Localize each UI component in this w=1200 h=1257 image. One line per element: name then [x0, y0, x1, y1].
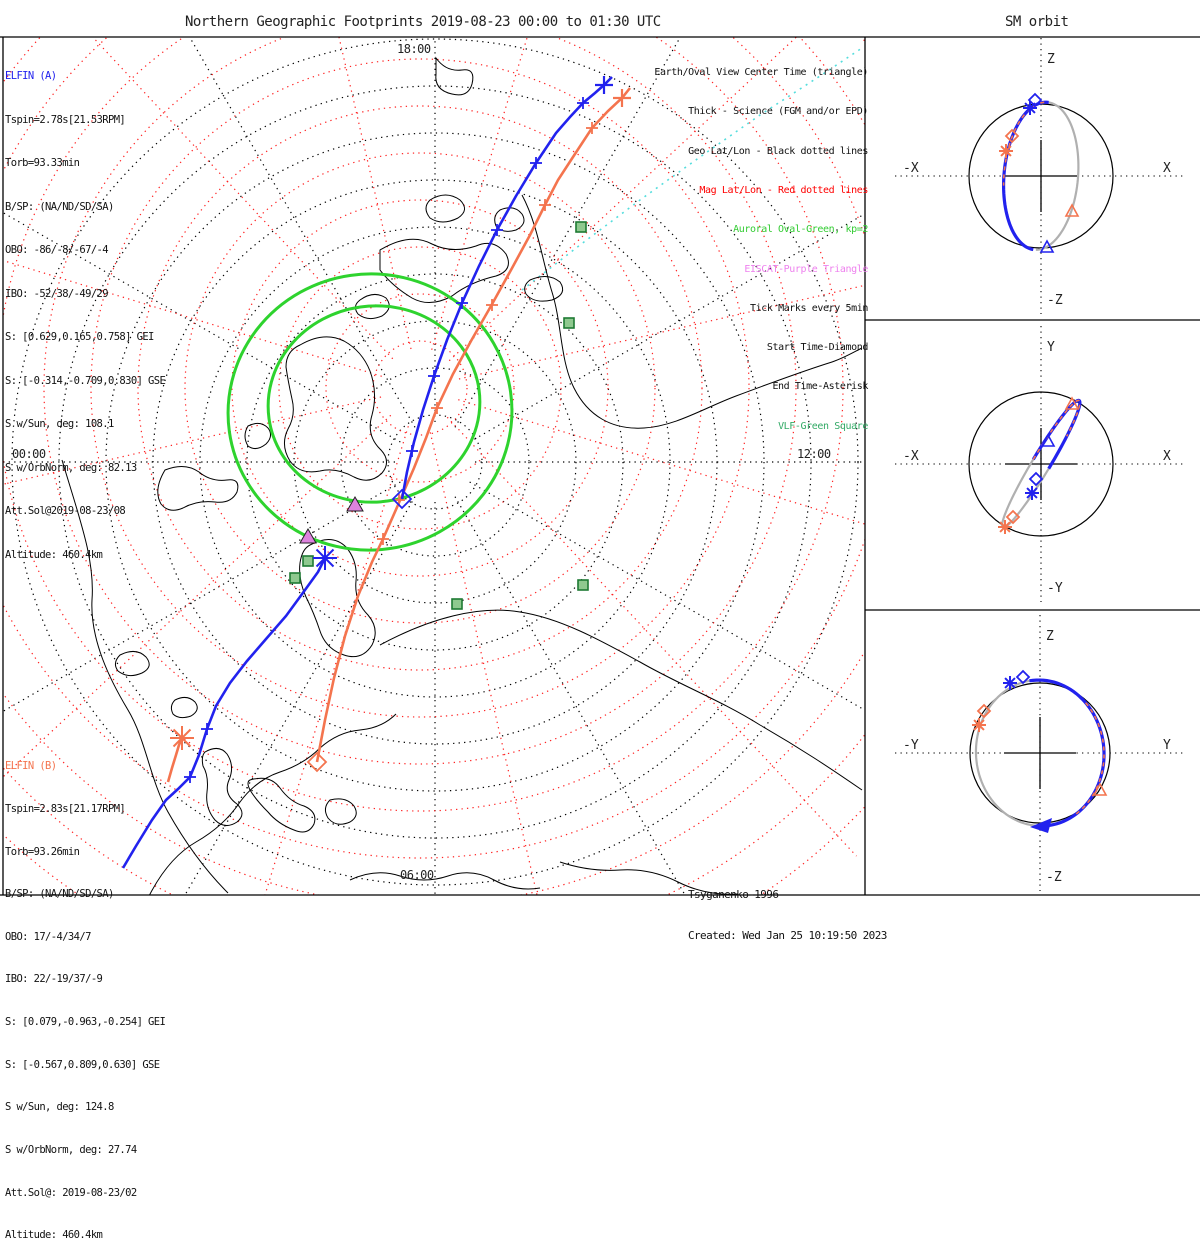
- elfin-b-line: OBO: 17/-4/34/7: [5, 930, 91, 943]
- axis-label: Y: [1047, 340, 1055, 355]
- elfin-a-footprint-track: [121, 76, 613, 869]
- axis-label: X: [1163, 449, 1171, 464]
- elfin-a-line: IBO: -52/38/-49/29: [5, 287, 109, 300]
- elfin-b-line: S w/OrbNorm, deg: 27.74: [5, 1143, 137, 1156]
- eiscat-triangle: [299, 527, 317, 544]
- elfin-b-line: Torb=93.26min: [5, 845, 80, 858]
- axis-label: -Z: [1046, 870, 1062, 885]
- vlf-station-square: [563, 317, 575, 329]
- elfin-a-line: S w/Sun, deg: 108.1: [5, 418, 114, 430]
- elfin-a-line: S: [0.629,0.165,0.758] GEI: [5, 331, 154, 343]
- created-label: Created: Wed Jan 25 10:19:50 2023: [688, 928, 887, 942]
- mag-grid: [3, 37, 865, 895]
- axis-label: -Z: [1047, 293, 1063, 308]
- axis-label: Z: [1047, 52, 1055, 67]
- legend-line: Thick - Science (FGM and/or EPD): [688, 106, 868, 118]
- elfin-b-line: S: [-0.567,0.809,0.630] GSE: [5, 1058, 160, 1071]
- elfin-a-line: Tspin=2.78s[21.53RPM]: [5, 113, 126, 126]
- model-label: Tsyganenko-1996: [688, 888, 779, 901]
- legend-line: Auroral Oval-Green, kp=2: [733, 224, 868, 236]
- elfin-b-line: IBO: 22/-19/37/-9: [5, 973, 103, 986]
- vlf-station-square: [577, 579, 589, 591]
- geo-grid: [3, 37, 865, 895]
- orbit-direction-arrow: [1030, 818, 1052, 833]
- elfin-a-line: Torb=93.33min: [5, 157, 80, 169]
- sm-panel-yz: Z -Z -Y Y: [895, 615, 1185, 891]
- elfin-b-line: Altitude: 460.4km: [5, 1229, 103, 1242]
- footer-block: Tsyganenko-1996 Created: Wed Jan 25 10:1…: [688, 861, 887, 956]
- elfin-b-title: ELFIN (B): [5, 760, 57, 773]
- vlf-station-square: [289, 572, 301, 584]
- axis-label: X: [1163, 161, 1171, 176]
- axis-label: Z: [1046, 629, 1054, 644]
- clock-label-bottom: 06:00: [400, 868, 434, 882]
- legend-line: VLF-Green Square: [778, 420, 868, 432]
- elfin-a-line: OBO: -86/-8/-67/-4: [5, 244, 109, 256]
- elfin-b-line: Tspin=2.83s[21.17RPM]: [5, 803, 126, 816]
- polar-map: [3, 37, 865, 895]
- legend-line: Start Time-Diamond: [766, 342, 869, 354]
- elfin-b-line: B/SP: (NA/ND/SD/SA): [5, 888, 114, 901]
- eiscat-triangle: [346, 495, 364, 512]
- sm-panel-xz: Z -Z -X X: [895, 38, 1185, 314]
- sm-panel-xy: Y -Y -X X: [895, 326, 1185, 602]
- elfin-a-info-block: ELFIN (A) Tspin=2.78s[21.53RPM] Torb=93.…: [5, 40, 166, 577]
- clock-label-left: 00:00: [12, 447, 46, 461]
- clock-label-right: 12:00: [797, 447, 831, 461]
- legend-line: Tick Marks every 5min: [749, 302, 868, 314]
- elfin-a-line: Altitude: 460.4km: [5, 548, 103, 561]
- elfin-b-line: S: [0.079,-0.963,-0.254] GEI: [5, 1016, 166, 1029]
- axis-label: -X: [903, 449, 919, 464]
- elfin-b-footprint-track: [166, 87, 632, 783]
- auroral-oval: [266, 304, 482, 504]
- elfin-a-line: Att.Sol@2019-08-23/08: [5, 505, 126, 517]
- legend-line: Geo Lat/Lon - Black dotted lines: [688, 145, 868, 157]
- elfin-b-info-block: ELFIN (B) Tspin=2.83s[21.17RPM] Torb=93.…: [5, 731, 166, 1257]
- auroral-oval: [226, 272, 514, 552]
- map-legend: Earth/Oval View Center Time (triangle) T…: [538, 40, 868, 446]
- page-title: Northern Geographic Footprints 2019-08-2…: [185, 14, 661, 30]
- elfin-b-line: S w/Sun, deg: 124.8: [5, 1101, 114, 1114]
- vlf-station-square: [302, 555, 314, 567]
- coastlines: [61, 56, 863, 895]
- elfin-b-line: Att.Sol@: 2019-08-23/02: [5, 1186, 137, 1199]
- legend-line: EISCAT-Purple Triangle: [744, 263, 868, 275]
- axis-label: -Y: [903, 738, 919, 753]
- legend-line: Mag Lat/Lon - Red dotted lines: [699, 185, 868, 197]
- axis-label: -X: [903, 161, 919, 176]
- elfin-a-line: S w/OrbNorm, deg: 82.13: [5, 461, 137, 474]
- legend-line: Earth/Oval View Center Time (triangle): [654, 67, 868, 79]
- clock-label-top: 18:00: [397, 42, 431, 56]
- frame-lines: [0, 36, 1200, 896]
- vlf-station-square: [575, 221, 587, 233]
- axis-label: Y: [1163, 738, 1171, 753]
- vlf-station-square: [451, 598, 463, 610]
- sm-orbit-title: SM orbit: [1005, 14, 1069, 30]
- axis-label: -Y: [1047, 581, 1063, 596]
- legend-line: End Time-Asterisk: [772, 381, 868, 393]
- elfin-a-line: S: [-0.314,-0.709,0.830] GSE: [5, 374, 166, 387]
- elfin-a-title: ELFIN (A): [5, 70, 57, 82]
- footprint-plot-canvas: Z -Z -X X Y -Y -X X Z -Z -Y Y: [0, 36, 1200, 896]
- elfin-a-line: B/SP: (NA/ND/SD/SA): [5, 200, 114, 213]
